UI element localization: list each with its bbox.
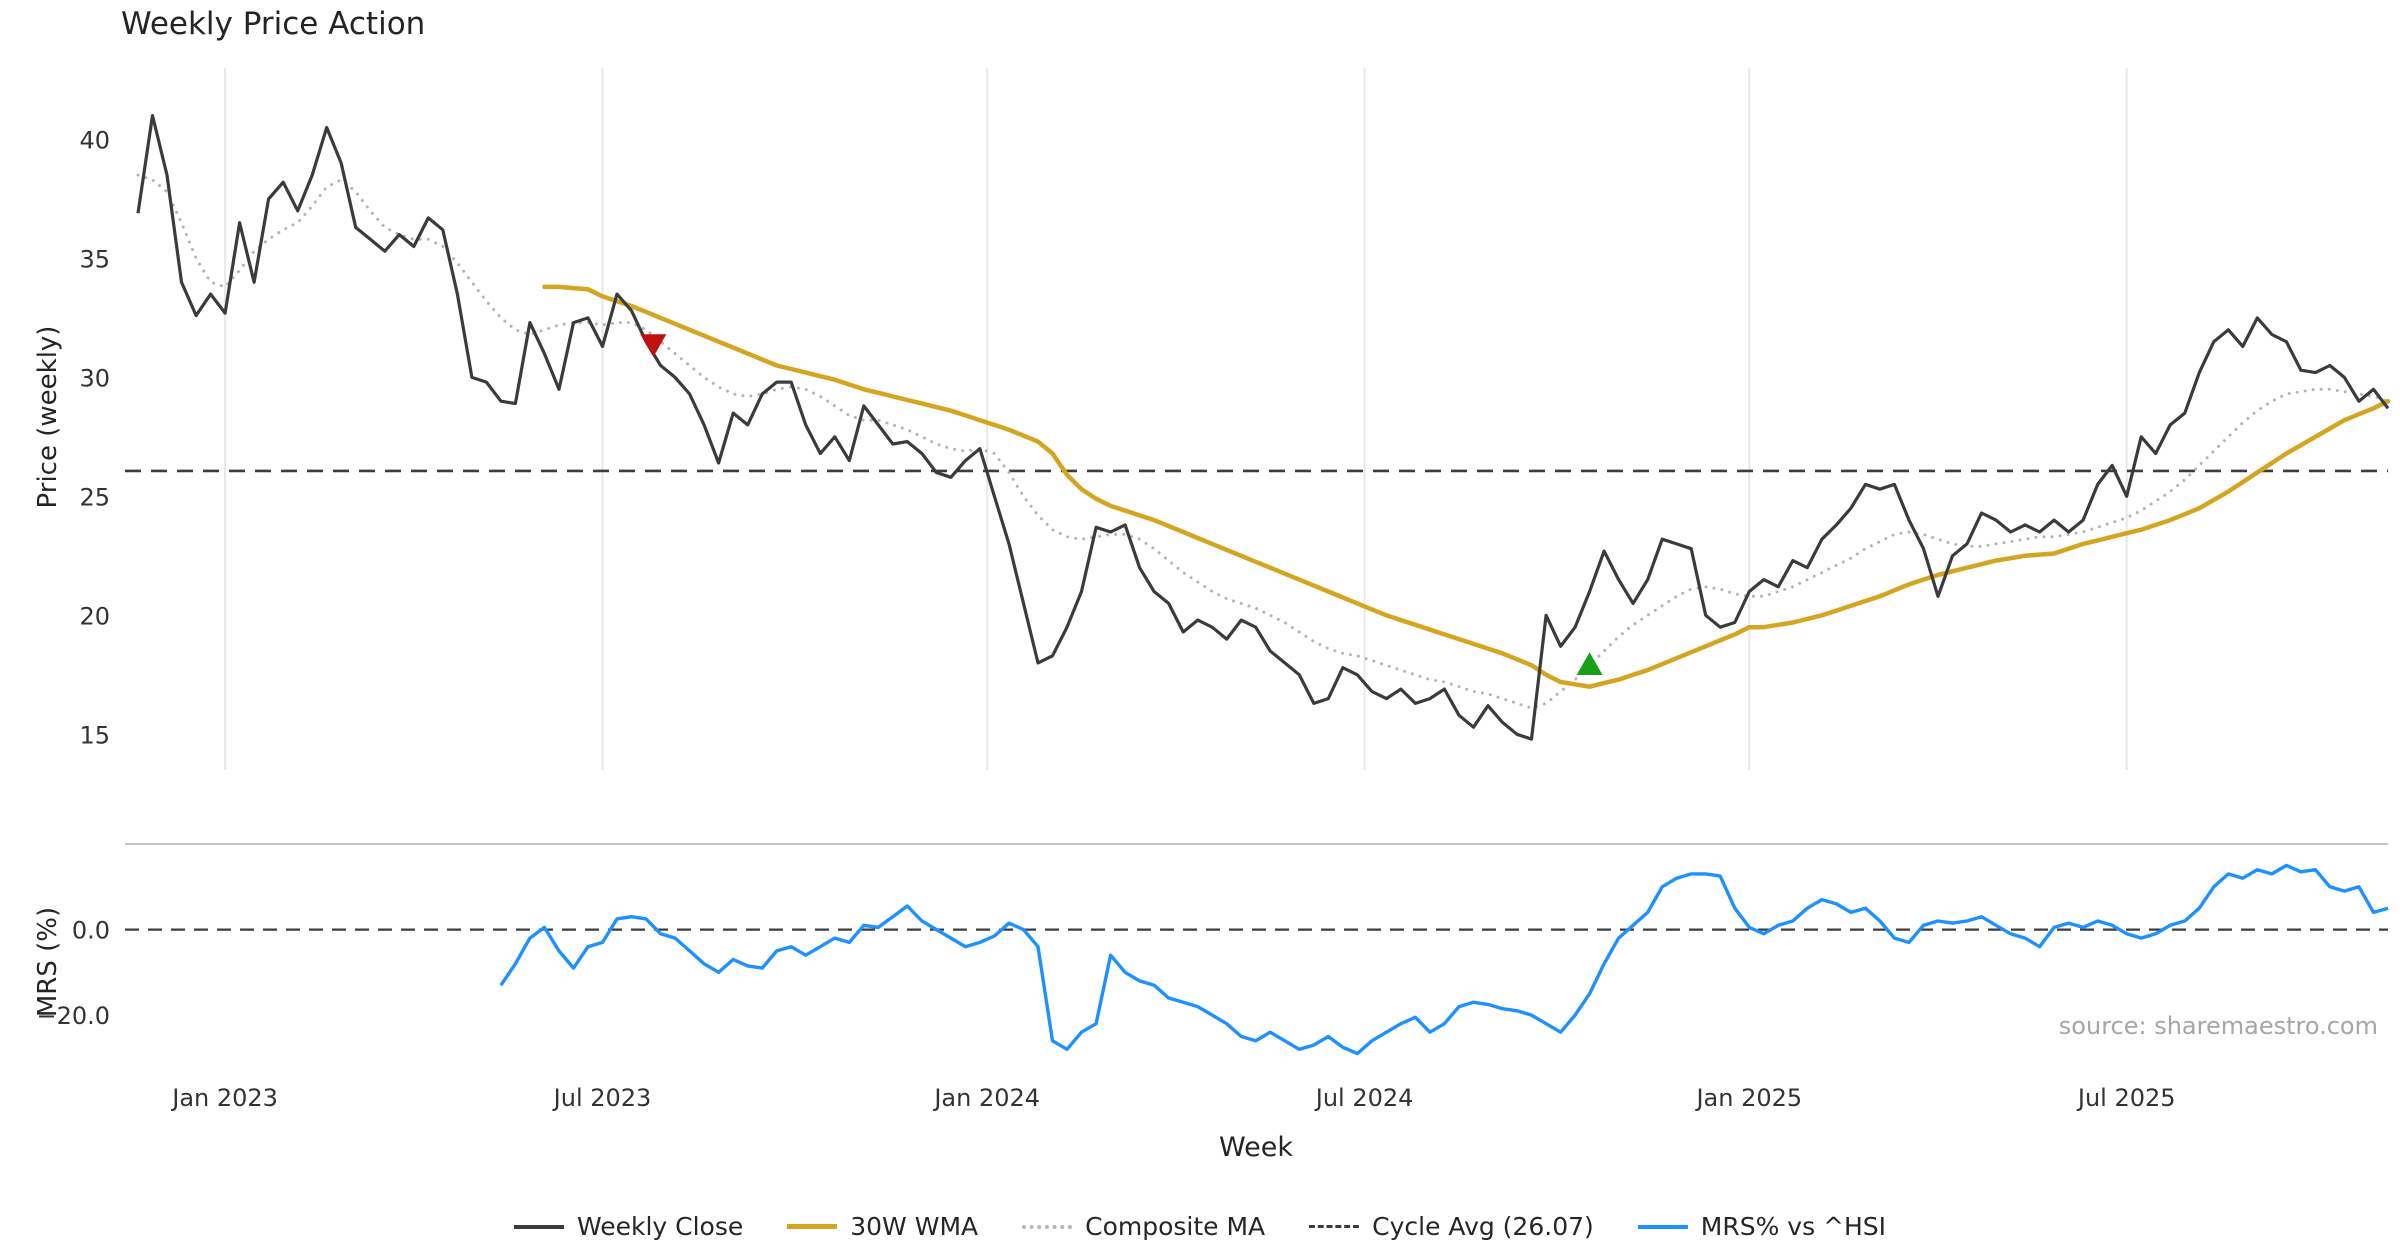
- wma30-legend-swatch: [787, 1224, 838, 1229]
- composite-ma-legend-swatch: [1022, 1224, 1073, 1229]
- x-tick-label: Jul 2025: [2076, 1084, 2176, 1112]
- composite-ma-line: [136, 173, 2390, 710]
- legend-label: MRS% vs ^HSI: [1700, 1212, 1887, 1241]
- mrs-line: [499, 863, 2389, 1056]
- x-tick-label: Jan 2024: [932, 1084, 1040, 1112]
- price-tick-label: 25: [79, 483, 110, 511]
- wma30-line: [542, 284, 2391, 689]
- price-tick-label: 40: [79, 126, 110, 154]
- price-tick-label: 15: [79, 721, 110, 749]
- legend: Weekly Close 30W WMA Composite MA Cycle …: [513, 1212, 1887, 1241]
- price-tick-label: 30: [79, 364, 110, 392]
- legend-label: Cycle Avg (26.07): [1372, 1212, 1594, 1241]
- legend-label: Composite MA: [1085, 1212, 1266, 1241]
- mrs-axis-label: MRS (%): [33, 906, 63, 1018]
- legend-item-composite-ma: Composite MA: [1022, 1212, 1265, 1241]
- x-tick-label: Jul 2023: [552, 1084, 652, 1112]
- legend-label: 30W WMA: [850, 1212, 979, 1241]
- weekly-close-line: [136, 114, 2390, 741]
- x-tick-label: Jan 2023: [170, 1084, 278, 1112]
- buy-signal-marker: [1576, 652, 1603, 676]
- price-tick-label: 35: [79, 245, 110, 273]
- legend-item-wma30: 30W WMA: [787, 1212, 978, 1241]
- x-tick-label: Jan 2025: [1694, 1084, 1802, 1112]
- chart-title: Weekly Price Action: [121, 6, 426, 42]
- mrs-tick-label: −20.0: [36, 1002, 110, 1030]
- mrs-legend-swatch: [1637, 1224, 1688, 1229]
- mrs-tick-label: 0.0: [72, 917, 110, 945]
- price-tick-label: 20: [79, 602, 110, 630]
- x-tick-label: Jul 2024: [1314, 1084, 1414, 1112]
- x-axis-label: Week: [1219, 1132, 1293, 1163]
- sell-signal-marker: [640, 334, 667, 358]
- source-note: source: sharemaestro.com: [2058, 1012, 2378, 1040]
- legend-item-weekly-close: Weekly Close: [513, 1212, 744, 1241]
- legend-label: Weekly Close: [576, 1212, 744, 1241]
- legend-item-cycle-avg: Cycle Avg (26.07): [1309, 1212, 1594, 1241]
- legend-item-mrs: MRS% vs ^HSI: [1637, 1212, 1887, 1241]
- price-axis-label: Price (weekly): [33, 325, 63, 509]
- weekly-close-legend-swatch: [513, 1224, 564, 1229]
- cycle-avg-legend-swatch: [1309, 1225, 1360, 1228]
